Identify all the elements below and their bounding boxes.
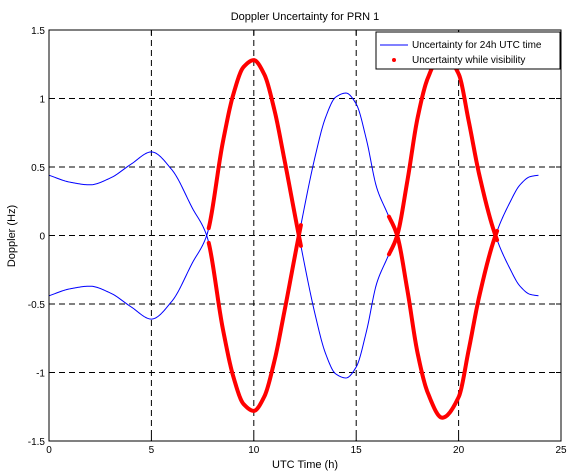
y-tick-label: 0.5 bbox=[31, 163, 45, 174]
visibility-points-upper bbox=[386, 214, 500, 420]
legend-label-visibility: Uncertainty while visibility bbox=[412, 55, 525, 66]
chart-title: Doppler Uncertainty for PRN 1 bbox=[231, 11, 380, 23]
legend-swatch-visibility bbox=[392, 58, 396, 62]
x-tick-label: 10 bbox=[248, 445, 260, 456]
legend: Uncertainty for 24h UTC time Uncertainty… bbox=[375, 31, 561, 70]
x-tick-label: 25 bbox=[555, 445, 567, 456]
axis-ticks: 0 5 10 15 20 25 -1.5 -1 -0.5 0 0.5 1 1.5 bbox=[28, 26, 567, 456]
visibility-points-lower bbox=[206, 58, 303, 248]
legend-label-uncertainty: Uncertainty for 24h UTC time bbox=[412, 40, 542, 51]
visibility-points-upper bbox=[206, 223, 303, 413]
legend-box bbox=[375, 31, 561, 70]
series-layer bbox=[48, 51, 539, 420]
y-tick-label: 1 bbox=[39, 95, 45, 106]
y-tick-label: -0.5 bbox=[28, 300, 46, 311]
x-tick-label: 5 bbox=[149, 445, 155, 456]
y-tick-label: -1.5 bbox=[28, 437, 46, 448]
y-tick-label: -1 bbox=[36, 369, 45, 380]
y-tick-label: 0 bbox=[39, 232, 45, 243]
y-axis-label: Doppler (Hz) bbox=[6, 205, 18, 267]
x-axis-label: UTC Time (h) bbox=[272, 459, 338, 471]
x-tick-label: 20 bbox=[453, 445, 465, 456]
x-tick-label: 15 bbox=[351, 445, 363, 456]
y-tick-label: 1.5 bbox=[31, 26, 45, 37]
x-tick-label: 0 bbox=[46, 445, 52, 456]
grid-lines bbox=[49, 30, 561, 441]
